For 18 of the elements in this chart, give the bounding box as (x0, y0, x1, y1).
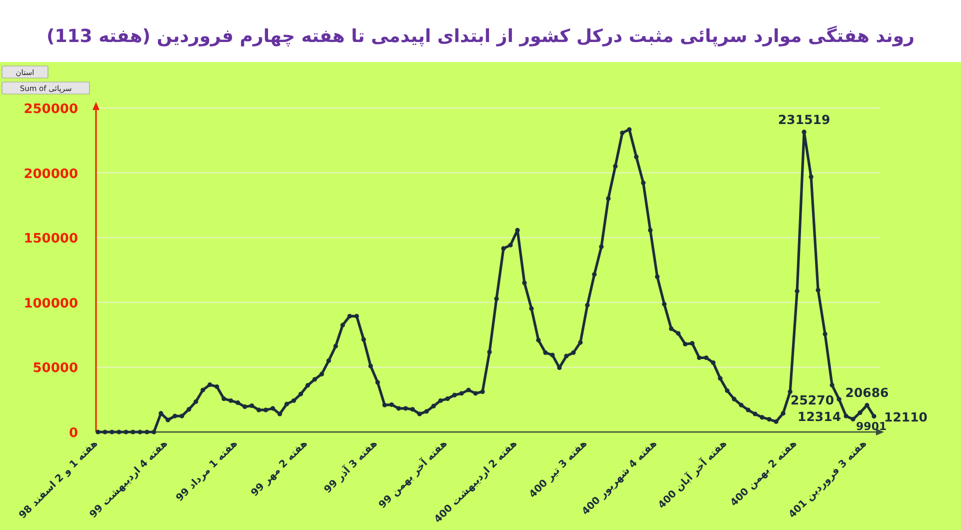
y-tick-label: 250000 (24, 102, 78, 117)
data-label: 12314 (798, 409, 842, 424)
data-label: 25270 (790, 392, 834, 408)
data-label: 12110 (884, 409, 928, 424)
y-tick-label: 0 (68, 426, 78, 441)
x-tick-label: هفته آخر آبان 400 (655, 436, 730, 512)
data-label: 231519 (778, 112, 830, 127)
data-label: 20686 (845, 385, 890, 400)
y-tick-label: 150000 (24, 232, 78, 247)
y-tick-label: 100000 (24, 296, 78, 312)
y-tick-label: 200000 (24, 166, 78, 182)
x-tick-label: هفته 3 تیر 400 (528, 438, 590, 500)
x-tick-label: هفته 1 مرداد 99 (174, 438, 240, 504)
y-tick-label: 50000 (32, 361, 78, 376)
x-tick-label: هفته 2 مهر 99 (249, 438, 310, 499)
data-label: 9901 (856, 420, 887, 433)
chart-title: روند هفتگی موارد سرپائی مثبت درکل کشور از ابتدای اپیدمی تا هفته چهارم فروردین (هفته 113) (46, 25, 914, 47)
x-tick-label: هفته 3 آذر 99 (321, 436, 380, 496)
